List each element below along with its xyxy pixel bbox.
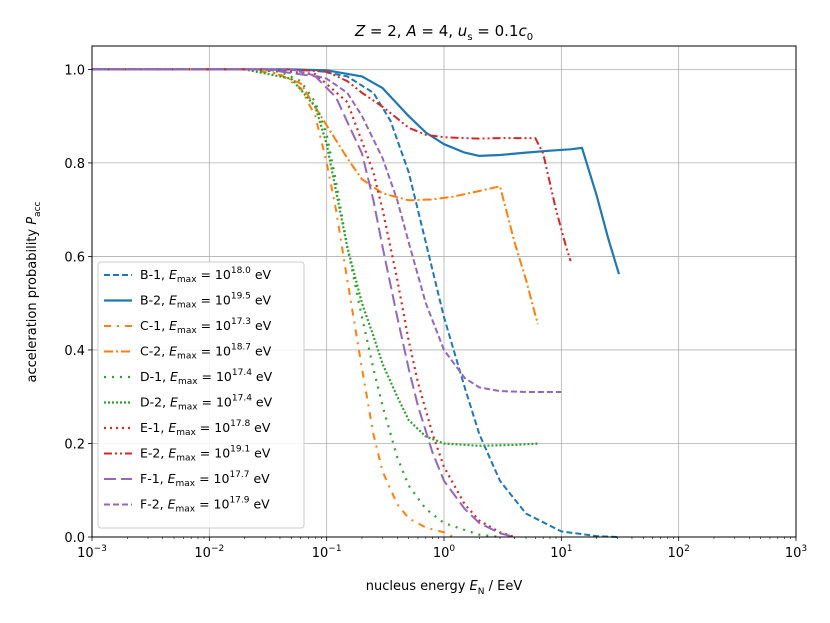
legend-label-f-2: F-2, Emax = 1017.9 eV <box>140 496 270 515</box>
series-line-e-2 <box>92 68 572 262</box>
ticks: 10−3 10−2 10−1 100 101 102 103 0.0 0.2 0.4 0.6 0.8 1… <box>64 63 807 561</box>
legend-label-c-2: C-2, Emax = 1018.7 eV <box>140 343 272 362</box>
y-tick-label: 0.8 <box>64 157 85 172</box>
y-tick-label: 0.6 <box>64 250 85 265</box>
legend-box <box>97 261 305 529</box>
series-line-f-2 <box>92 68 562 393</box>
y-tick-label: 0.2 <box>64 437 85 452</box>
legend-label-d-2: D-2, Emax = 1017.4 eV <box>140 394 273 413</box>
legend-label-b-2: B-2, Emax = 1019.5 eV <box>140 292 272 311</box>
x-tick-label: 102 <box>668 544 690 561</box>
legend-label-e-2: E-2, Emax = 1019.1 eV <box>140 445 271 464</box>
x-tick-label: 103 <box>785 544 807 561</box>
legend-label-e-1: E-1, Emax = 1017.8 eV <box>140 419 271 438</box>
x-tick-label: 10−3 <box>77 544 107 561</box>
legend-label-f-1: F-1, Emax = 1017.7 eV <box>140 470 270 489</box>
series-layer <box>92 68 621 539</box>
series-line-c-2 <box>92 68 539 325</box>
y-axis-label: acceleration probability Pacc <box>25 201 43 382</box>
x-tick-label: 100 <box>433 544 456 561</box>
y-tick-label: 1.0 <box>64 63 85 78</box>
series-line-b-2 <box>92 68 621 275</box>
y-tick-label: 0.4 <box>64 344 85 359</box>
x-tick-label: 10−2 <box>194 544 224 561</box>
y-tick-label: 0.0 <box>64 531 85 546</box>
series-line-f-1 <box>92 68 515 538</box>
x-tick-label: 10−1 <box>312 544 342 561</box>
x-tick-label: 101 <box>550 544 572 561</box>
x-axis-label: nucleus energy EN / EeV <box>366 579 523 597</box>
chart-title: Z = 2, A = 4, us = 0.1c0 <box>354 22 533 43</box>
legend-label-c-1: C-1, Emax = 1017.3 eV <box>140 317 272 336</box>
legend: B-1, Emax = 1018.0 eV B-2, Emax = 1019.5 … <box>97 261 305 529</box>
legend-label-d-1: D-1, Emax = 1017.4 eV <box>140 368 273 387</box>
series-line-d-2 <box>92 68 540 447</box>
legend-label-b-1: B-1, Emax = 1018.0 eV <box>140 266 272 285</box>
series-line-b-1 <box>92 68 618 538</box>
